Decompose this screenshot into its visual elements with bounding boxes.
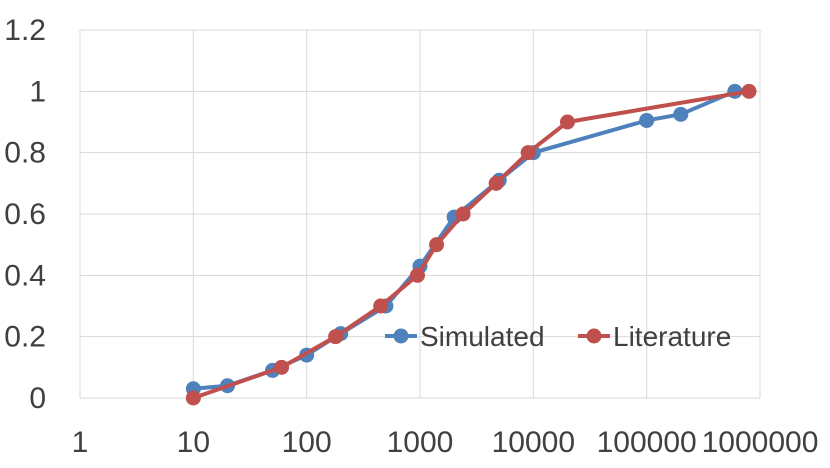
data-point (488, 175, 504, 191)
legend-marker (393, 328, 409, 344)
legend-label: Literature (613, 321, 731, 352)
y-tick-label: 0 (29, 382, 46, 415)
axis-labels: 0 0.2 0.4 0.6 0.8 1 1.2 1 10 100 1000 10000 100000 10… (4, 14, 818, 459)
legend-marker (586, 328, 602, 344)
series-layer (185, 83, 757, 406)
data-point (520, 145, 536, 161)
data-point (185, 390, 201, 406)
data-point (409, 267, 425, 283)
data-point (328, 329, 344, 345)
data-point (559, 114, 575, 130)
data-point (455, 206, 471, 222)
y-tick-label: 1 (29, 75, 46, 108)
grid (79, 29, 761, 399)
y-tick-label: 0.4 (4, 259, 46, 292)
legend-item: Literature (578, 321, 731, 352)
data-point (673, 106, 689, 122)
data-point (429, 237, 445, 253)
y-tick-label: 0.8 (4, 137, 46, 170)
x-tick-label: 100 (282, 426, 332, 459)
series-literature (185, 83, 757, 406)
y-tick-label: 0.2 (4, 321, 46, 354)
legend: Simulated Literature (385, 321, 731, 352)
data-point (639, 112, 655, 128)
data-point (741, 83, 757, 99)
x-tick-label: 100000 (597, 426, 697, 459)
data-point (274, 359, 290, 375)
series-line (192, 89, 750, 400)
data-point (373, 298, 389, 314)
y-tick-label: 0.6 (4, 198, 46, 231)
x-tick-label: 1 (72, 426, 89, 459)
x-tick-label: 10 (177, 426, 210, 459)
y-tick-label: 1.2 (4, 14, 46, 47)
x-tick-label: 1000000 (702, 426, 819, 459)
x-tick-label: 10000 (492, 426, 575, 459)
legend-label: Simulated (420, 321, 545, 352)
x-tick-label: 1000 (387, 426, 454, 459)
legend-item: Simulated (385, 321, 545, 352)
